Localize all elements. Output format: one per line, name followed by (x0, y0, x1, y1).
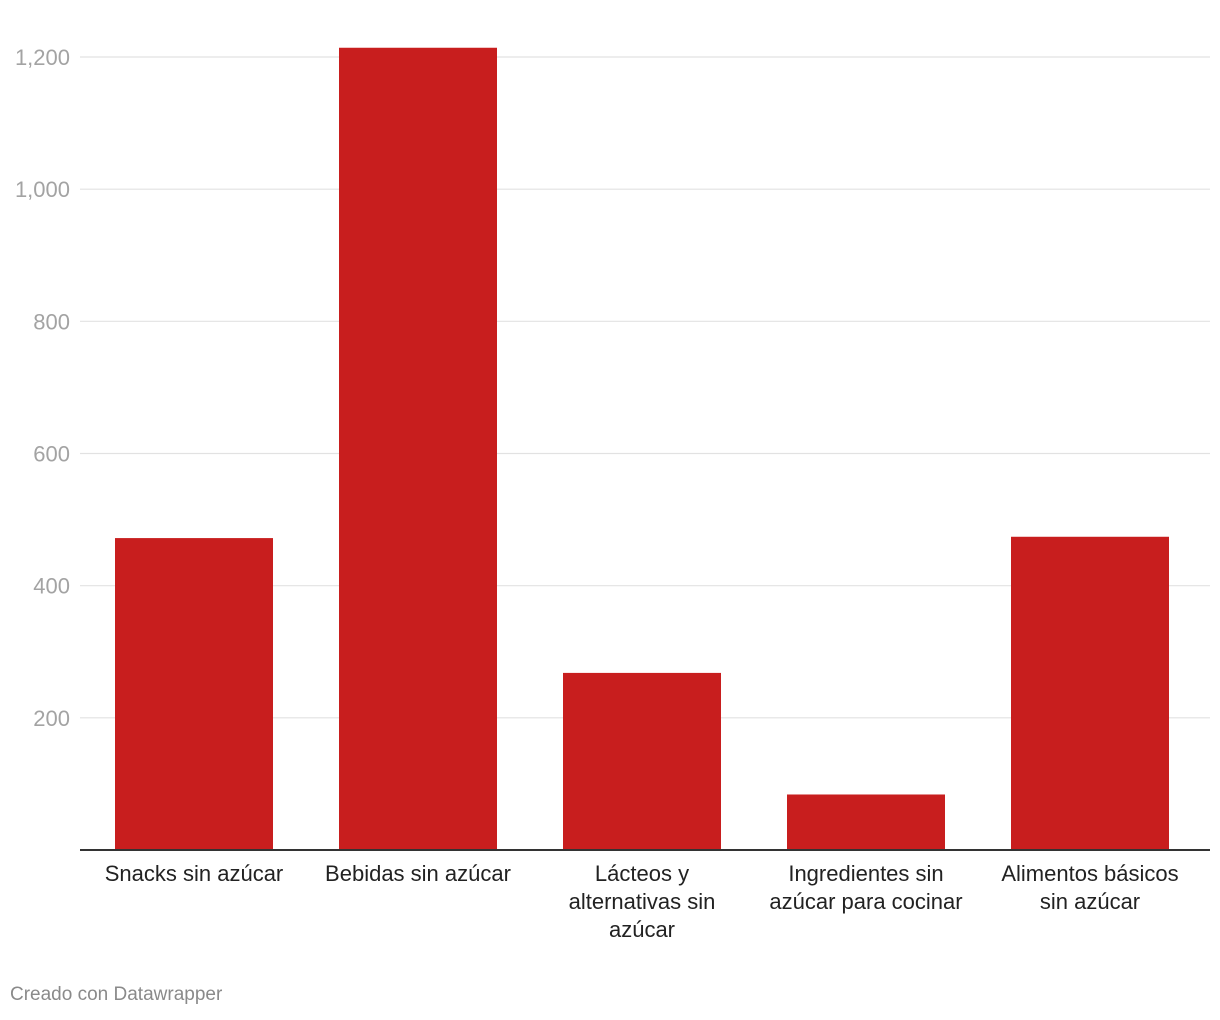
x-category-label: Snacks sin azúcar (104, 861, 284, 886)
y-tick-label: 1,200 (15, 45, 70, 70)
bar (787, 794, 945, 850)
x-category-label: Lácteos y alternativas sin azúcar (568, 861, 716, 942)
bar-chart: 200 400 600 800 1,000 1,200 Snacks sin azúcar… (15, 45, 1210, 942)
y-tick-label: 1,000 (15, 177, 70, 202)
chart-plot-area: 200 400 600 800 1,000 1,200 (15, 45, 1210, 851)
bar (339, 47, 497, 850)
bar (1011, 536, 1169, 850)
y-tick-label: 800 (33, 309, 70, 334)
x-category-label: Bebidas sin azúcar (325, 861, 511, 886)
y-tick-label: 400 (33, 574, 70, 599)
y-tick-label: 200 (33, 706, 70, 731)
bar (115, 538, 273, 850)
x-category-label: Alimentos básicos sin azúcar (1001, 861, 1179, 914)
bar (563, 672, 721, 850)
datawrapper-credit: Creado con Datawrapper (10, 984, 223, 1005)
y-tick-label: 600 (33, 442, 70, 467)
x-category-label: Ingredientes sin azúcar para cocinar (769, 861, 963, 914)
